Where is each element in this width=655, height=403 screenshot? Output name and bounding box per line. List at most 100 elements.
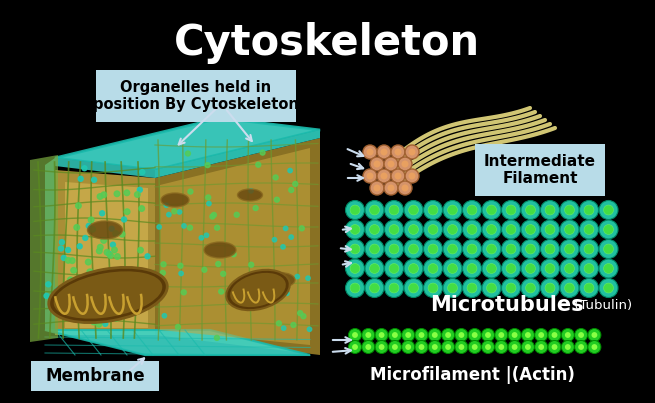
Circle shape: [458, 344, 464, 350]
Circle shape: [82, 314, 86, 319]
Circle shape: [350, 264, 360, 274]
Ellipse shape: [161, 193, 189, 207]
Circle shape: [348, 341, 362, 353]
Circle shape: [584, 283, 594, 293]
Circle shape: [104, 249, 110, 255]
Circle shape: [521, 341, 534, 353]
Circle shape: [370, 157, 384, 171]
Circle shape: [405, 169, 419, 183]
Circle shape: [181, 290, 186, 295]
Circle shape: [512, 332, 517, 338]
Circle shape: [345, 278, 364, 297]
Circle shape: [78, 177, 83, 181]
Polygon shape: [160, 148, 310, 345]
Circle shape: [60, 240, 64, 245]
Text: Organelles held in
position By Cytoskeleton: Organelles held in position By Cytoskele…: [93, 80, 299, 112]
Circle shape: [369, 283, 379, 293]
Circle shape: [599, 220, 618, 239]
Circle shape: [389, 205, 399, 215]
Circle shape: [66, 311, 72, 317]
Circle shape: [578, 332, 584, 338]
Circle shape: [352, 332, 358, 338]
Circle shape: [428, 283, 438, 293]
Text: Microfilament |(Actin): Microfilament |(Actin): [370, 366, 575, 384]
Circle shape: [381, 172, 388, 179]
Circle shape: [111, 247, 117, 253]
Polygon shape: [30, 155, 58, 342]
Circle shape: [377, 145, 391, 159]
Circle shape: [545, 264, 555, 274]
Circle shape: [306, 276, 310, 280]
Circle shape: [502, 201, 521, 220]
Circle shape: [485, 344, 491, 350]
Polygon shape: [45, 158, 55, 330]
Circle shape: [214, 335, 219, 341]
Circle shape: [415, 341, 428, 353]
Circle shape: [548, 328, 561, 341]
Circle shape: [574, 341, 588, 353]
Circle shape: [188, 189, 193, 194]
Circle shape: [591, 344, 597, 350]
Circle shape: [405, 145, 419, 159]
Circle shape: [428, 264, 438, 274]
Circle shape: [548, 341, 561, 353]
Circle shape: [345, 239, 364, 258]
Circle shape: [560, 201, 579, 220]
Circle shape: [83, 235, 88, 241]
Circle shape: [525, 224, 535, 235]
Circle shape: [162, 314, 166, 318]
Circle shape: [384, 259, 403, 278]
Circle shape: [405, 344, 411, 350]
Circle shape: [525, 264, 535, 274]
Circle shape: [111, 297, 117, 302]
Circle shape: [561, 328, 574, 341]
Circle shape: [428, 205, 438, 215]
Circle shape: [67, 315, 73, 320]
Circle shape: [525, 244, 535, 254]
Circle shape: [482, 220, 501, 239]
Circle shape: [375, 341, 388, 353]
FancyBboxPatch shape: [475, 144, 605, 196]
Circle shape: [79, 317, 84, 323]
Circle shape: [538, 332, 544, 338]
Circle shape: [281, 245, 285, 249]
Circle shape: [455, 328, 468, 341]
Circle shape: [584, 264, 594, 274]
Circle shape: [66, 258, 71, 263]
Circle shape: [81, 315, 87, 320]
Circle shape: [389, 244, 399, 254]
Circle shape: [392, 332, 398, 338]
Polygon shape: [55, 170, 155, 335]
Circle shape: [502, 278, 521, 297]
Circle shape: [179, 271, 183, 276]
Circle shape: [373, 185, 381, 191]
Ellipse shape: [88, 221, 122, 239]
Circle shape: [182, 224, 186, 228]
Circle shape: [282, 326, 286, 330]
Circle shape: [231, 252, 236, 257]
Circle shape: [409, 148, 415, 156]
Ellipse shape: [54, 271, 162, 319]
Circle shape: [379, 332, 384, 338]
Circle shape: [288, 168, 292, 173]
Circle shape: [117, 312, 122, 318]
Circle shape: [603, 283, 614, 293]
Circle shape: [467, 283, 477, 293]
Circle shape: [369, 205, 379, 215]
Circle shape: [419, 344, 424, 350]
Circle shape: [345, 259, 364, 278]
Circle shape: [552, 344, 557, 350]
Circle shape: [205, 163, 210, 168]
Circle shape: [250, 285, 254, 289]
Circle shape: [521, 239, 540, 258]
Circle shape: [603, 224, 614, 235]
Circle shape: [384, 157, 398, 171]
Circle shape: [215, 225, 219, 230]
Circle shape: [369, 224, 379, 235]
Circle shape: [588, 341, 601, 353]
Circle shape: [419, 332, 424, 338]
Circle shape: [534, 341, 548, 353]
Circle shape: [88, 286, 93, 292]
Circle shape: [409, 283, 419, 293]
Circle shape: [482, 259, 501, 278]
